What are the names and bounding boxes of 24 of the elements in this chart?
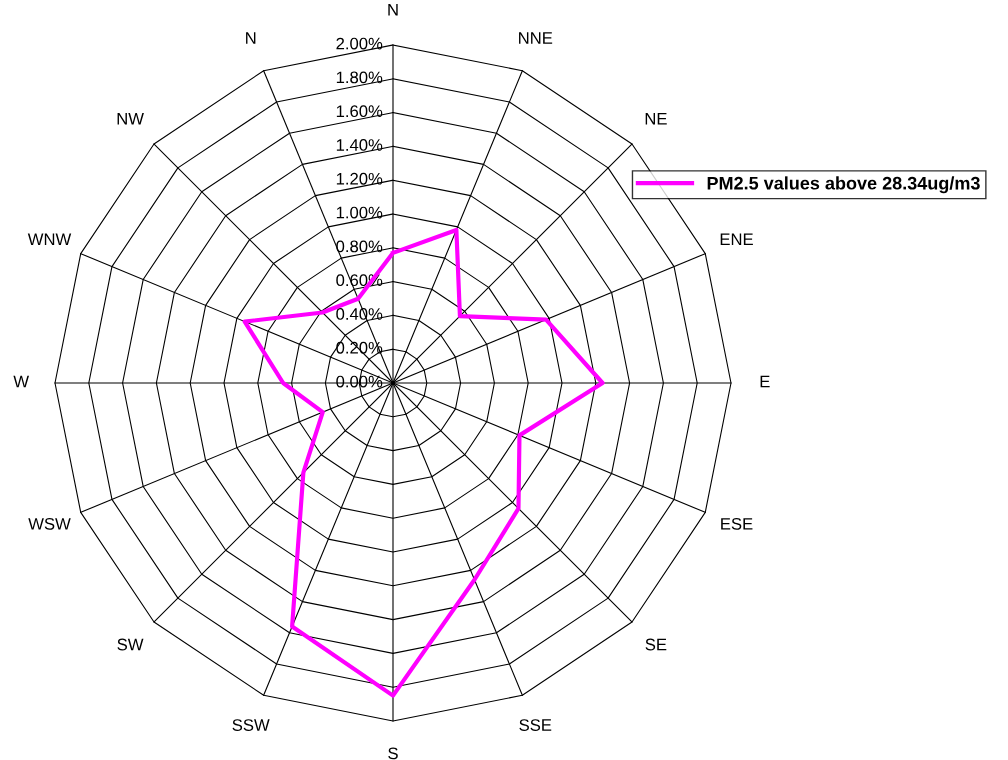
y-tick-label: 2.00% xyxy=(336,37,383,50)
spoke-label: E xyxy=(760,375,770,388)
spoke-label: NE xyxy=(645,112,667,125)
spoke-label: WSW xyxy=(28,517,71,530)
spoke-label: SSW xyxy=(232,719,270,731)
spoke-label: N xyxy=(246,32,256,44)
y-tick-label: 1.60% xyxy=(336,105,383,118)
y-tick-label: 1.80% xyxy=(336,71,383,84)
spoke-label: ESE xyxy=(721,517,753,530)
spoke-label: W xyxy=(13,375,30,388)
spoke-label: SE xyxy=(645,638,667,651)
spoke-label: S xyxy=(388,747,398,760)
legend-label: PM2.5 values above 28.34ug/m3 xyxy=(707,176,980,194)
spoke-label: SW xyxy=(117,638,144,651)
spoke-label: NNE xyxy=(519,32,553,44)
y-tick-label: 0.80% xyxy=(336,240,383,253)
y-tick-label: 1.20% xyxy=(336,172,383,185)
y-tick-label: 1.40% xyxy=(336,139,383,151)
spoke-label: WNW xyxy=(27,233,72,246)
spoke-label: ENE xyxy=(720,233,753,246)
spoke-label: NW xyxy=(117,112,144,125)
spoke-label: SSE xyxy=(519,719,552,731)
spoke-label: N xyxy=(388,4,398,16)
y-tick-label: 1.00% xyxy=(336,206,383,219)
